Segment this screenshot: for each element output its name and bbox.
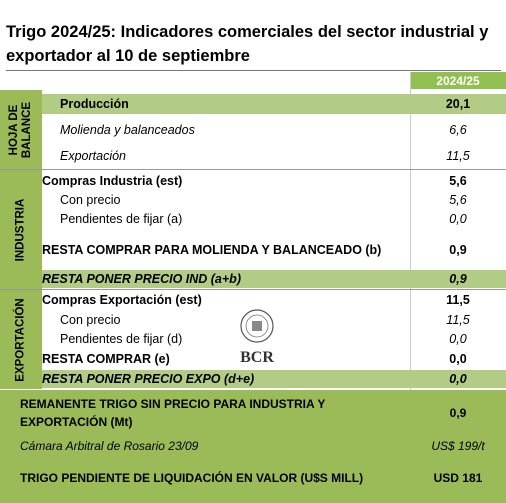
row: Con precio 11,5: [42, 311, 506, 329]
row-label: Pendientes de fijar (a): [60, 212, 183, 226]
row-value: 0,0: [449, 212, 467, 226]
row-label: Molienda y balanceados: [60, 123, 195, 137]
column-header: 2024/25: [410, 72, 506, 89]
separator: [0, 289, 506, 290]
row: Producción 20,1: [42, 94, 506, 114]
logo-seal-inner: [245, 314, 269, 338]
row-value: 5,6: [449, 174, 467, 188]
section-label-box: INDUSTRIA: [0, 170, 42, 289]
row: RESTA COMPRAR (e) 0,0: [42, 350, 506, 368]
footer-row: TRIGO PENDIENTE DE LIQUIDACIÓN EN VALOR …: [0, 466, 506, 490]
row: Pendientes de fijar (d) 0,0: [42, 330, 506, 348]
bcr-logo: BCR: [240, 309, 274, 366]
footer-label: REMANENTE TRIGO SIN PRECIO PARA INDUSTRI…: [20, 397, 326, 429]
footer-block: REMANENTE TRIGO SIN PRECIO PARA INDUSTRI…: [0, 390, 506, 503]
row-value: 11,5: [446, 149, 470, 163]
row-value: 11,5: [446, 313, 470, 327]
logo-emblem: [252, 321, 262, 331]
row-value: 0,0: [449, 332, 467, 346]
row-value: 5,6: [449, 193, 467, 207]
row-value: 0,0: [449, 352, 467, 366]
row-label: RESTA PONER PRECIO EXPO (d+e): [42, 372, 255, 386]
row-value: 0,9: [449, 243, 467, 257]
row-label: Compras Industria (est): [42, 174, 183, 188]
logo-seal: [240, 309, 274, 343]
footer-label: TRIGO PENDIENTE DE LIQUIDACIÓN EN VALOR …: [20, 471, 364, 485]
row-value: 11,5: [446, 293, 470, 307]
separator: [0, 169, 506, 170]
section-label-box: HOJA DE BALANCE: [0, 90, 42, 169]
row: RESTA PONER PRECIO IND (a+b) 0,9: [42, 270, 506, 288]
footer-value: 0,9: [449, 406, 467, 420]
row-value: 0,0: [449, 372, 467, 386]
row-label: Con precio: [60, 313, 121, 327]
row: Pendientes de fijar (a) 0,0: [42, 210, 506, 228]
footer-value: US$ 199/t: [431, 439, 485, 453]
row-label: Exportación: [60, 149, 127, 163]
row-label: Producción: [60, 97, 129, 111]
column-divider: [410, 72, 411, 390]
row-label: Compras Exportación (est): [42, 293, 202, 307]
section-label: INDUSTRIA: [14, 198, 27, 261]
row-label: RESTA PONER PRECIO IND (a+b): [42, 272, 241, 286]
row: Con precio 5,6: [42, 191, 506, 209]
section-label-box: EXPORTACIÓN: [0, 290, 42, 389]
row: Compras Industria (est) 5,6: [42, 172, 506, 190]
row-label: RESTA COMPRAR (e): [42, 352, 170, 366]
footer-row: Cámara Arbitral de Rosario 23/09 US$ 199/…: [0, 434, 506, 458]
row: RESTA PONER PRECIO EXPO (d+e) 0,0: [42, 370, 506, 388]
footer-label: Cámara Arbitral de Rosario 23/09: [20, 439, 199, 453]
section-label: HOJA DE BALANCE: [8, 101, 33, 158]
logo-text: BCR: [240, 349, 274, 366]
title: Trigo 2024/25: Indicadores comerciales d…: [6, 20, 501, 71]
row-value: 20,1: [445, 97, 471, 111]
row-value: 0,9: [449, 272, 467, 286]
row: Exportación 11,5: [42, 146, 506, 166]
row-label: RESTA COMPRAR PARA MOLIENDA Y BALANCEADO…: [42, 243, 382, 257]
footer-row: REMANENTE TRIGO SIN PRECIO PARA INDUSTRI…: [0, 394, 506, 432]
row-value: 6,6: [449, 123, 467, 137]
row: Molienda y balanceados 6,6: [42, 120, 506, 140]
footer-value: USD 181: [433, 471, 483, 485]
row-label: Pendientes de fijar (d): [60, 332, 183, 346]
row: RESTA COMPRAR PARA MOLIENDA Y BALANCEADO…: [42, 240, 506, 260]
row: Compras Exportación (est) 11,5: [42, 291, 506, 309]
section-label: EXPORTACIÓN: [14, 297, 27, 382]
row-label: Con precio: [60, 193, 121, 207]
